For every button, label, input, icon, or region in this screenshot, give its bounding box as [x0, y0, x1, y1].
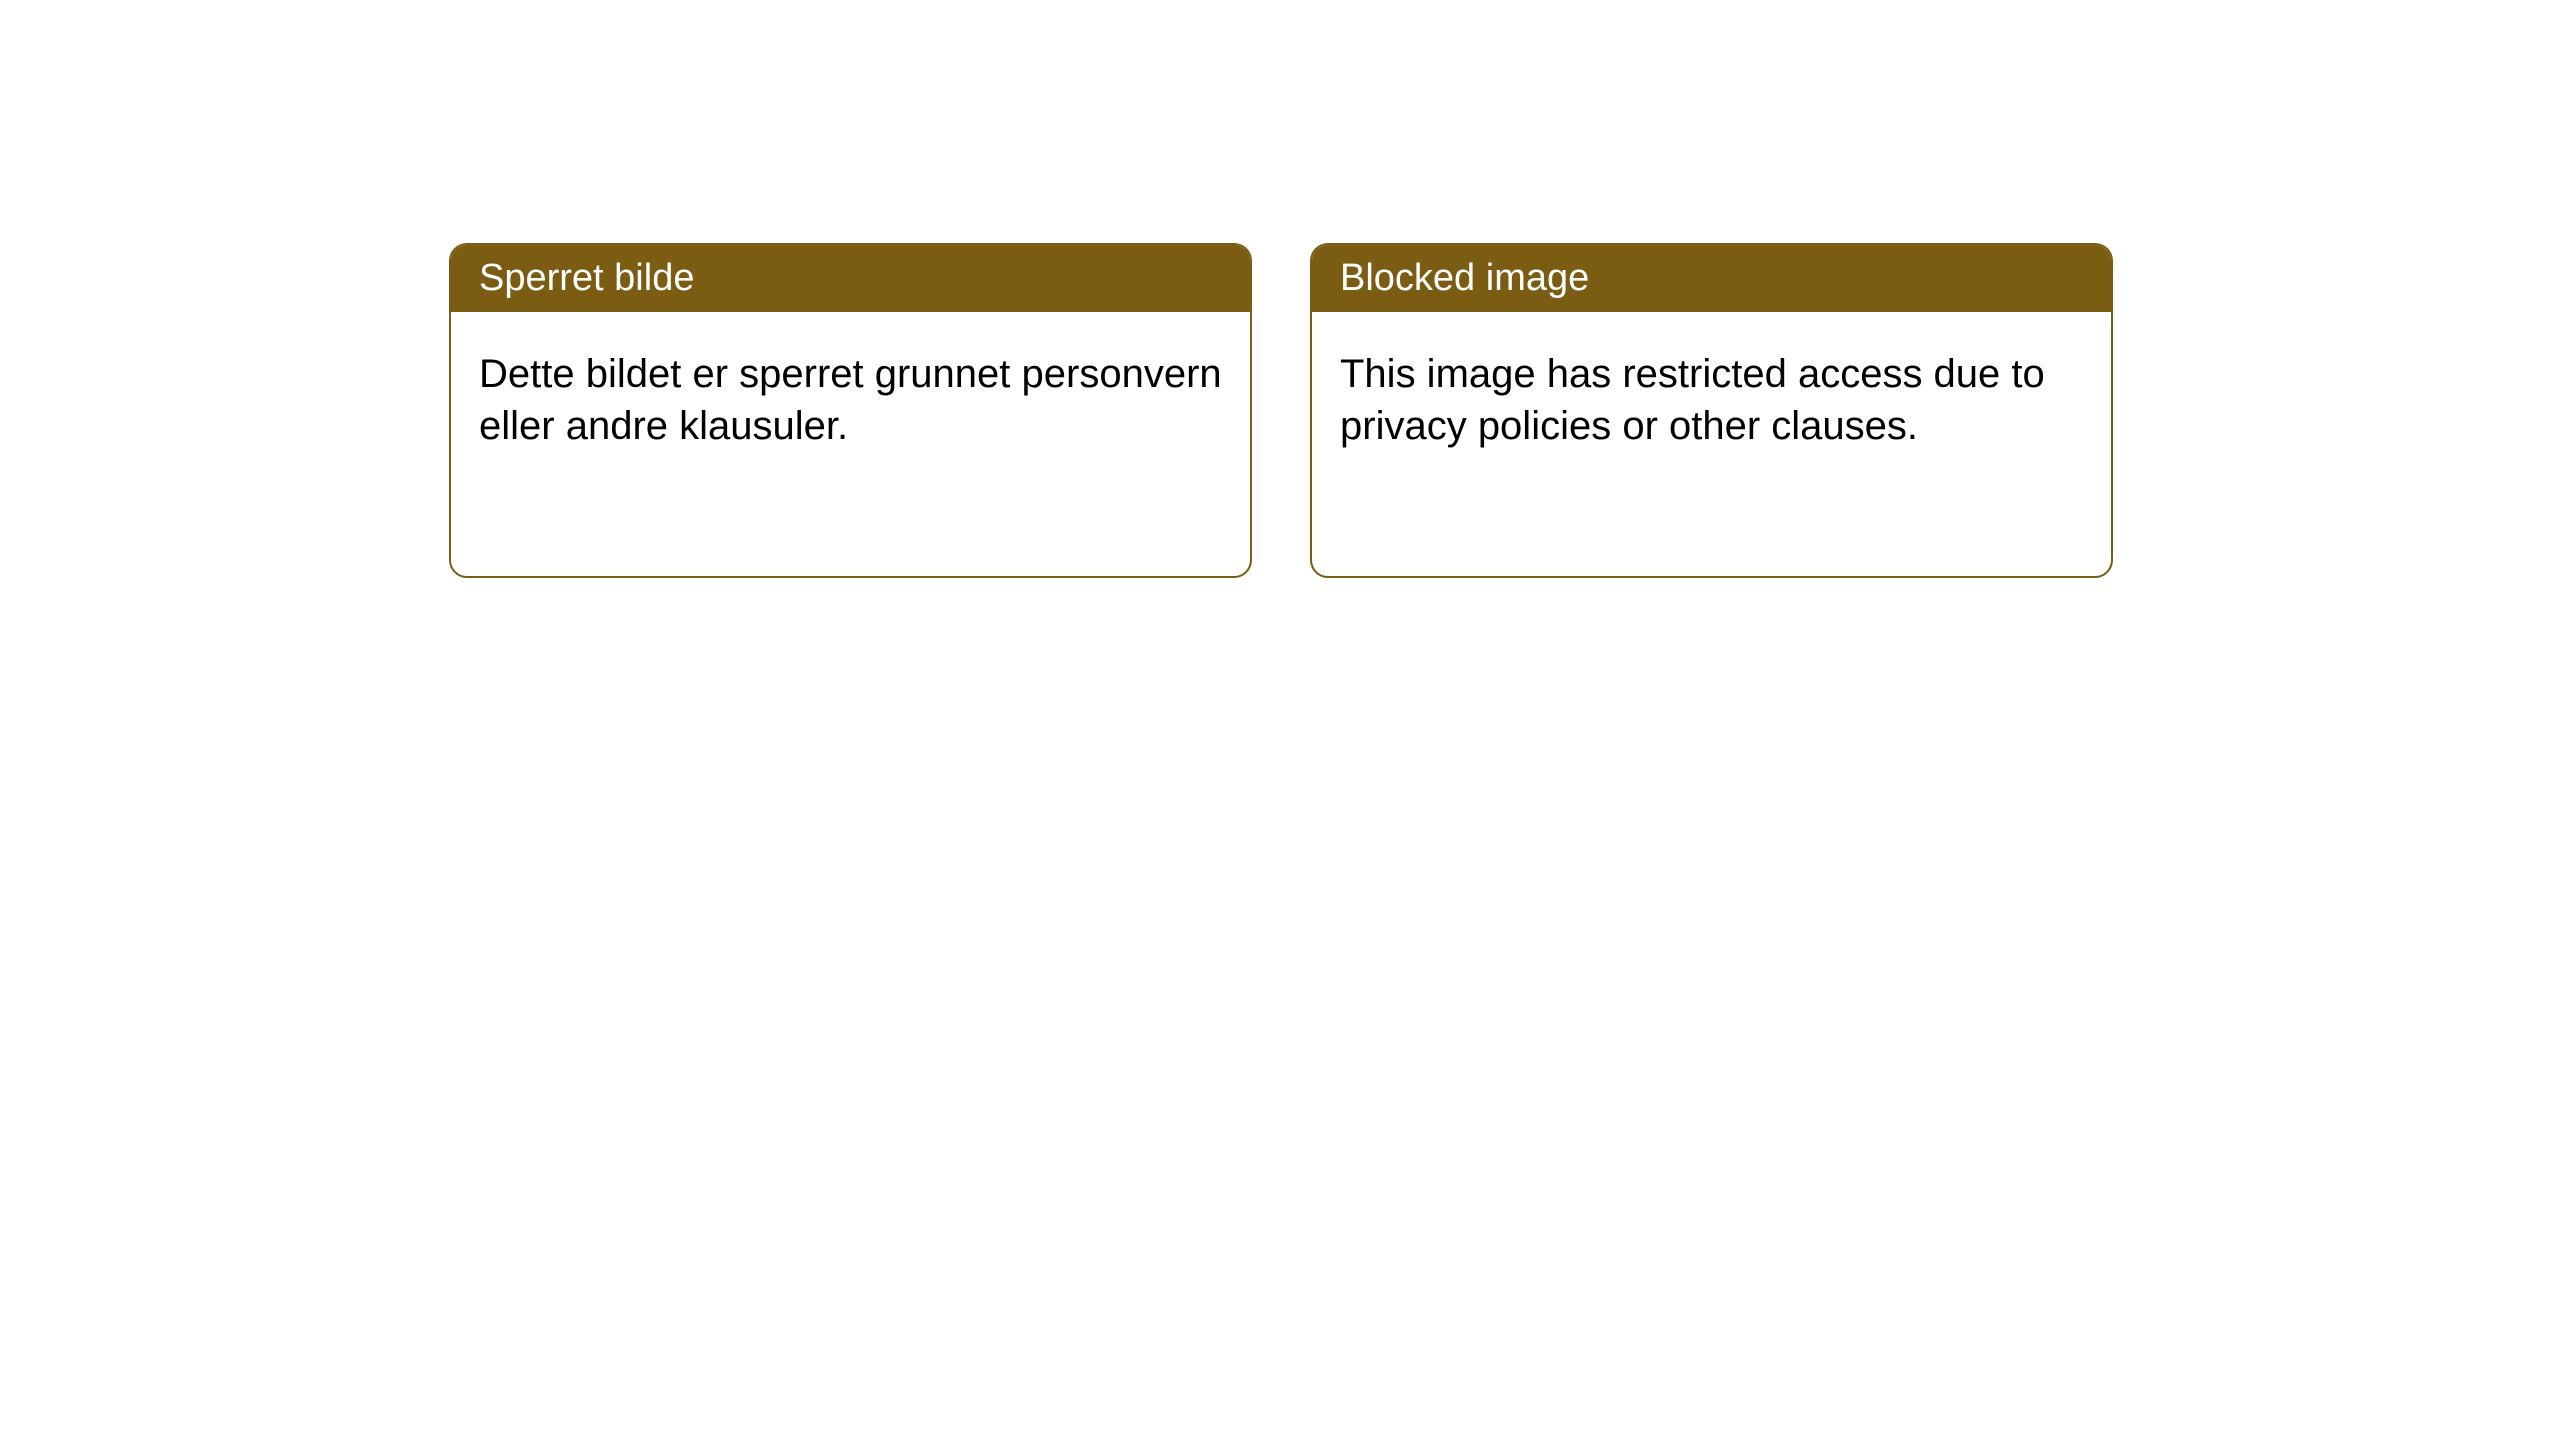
notice-title: Sperret bilde	[479, 257, 694, 299]
notice-card-norwegian: Sperret bilde Dette bildet er sperret gr…	[449, 243, 1252, 578]
notice-container: Sperret bilde Dette bildet er sperret gr…	[449, 243, 2113, 578]
notice-body: Dette bildet er sperret grunnet personve…	[451, 312, 1250, 488]
notice-header: Sperret bilde	[451, 245, 1250, 312]
notice-text: This image has restricted access due to …	[1340, 352, 2045, 448]
notice-card-english: Blocked image This image has restricted …	[1310, 243, 2113, 578]
notice-header: Blocked image	[1312, 245, 2111, 312]
notice-title: Blocked image	[1340, 257, 1589, 299]
notice-body: This image has restricted access due to …	[1312, 312, 2111, 488]
notice-text: Dette bildet er sperret grunnet personve…	[479, 352, 1222, 448]
